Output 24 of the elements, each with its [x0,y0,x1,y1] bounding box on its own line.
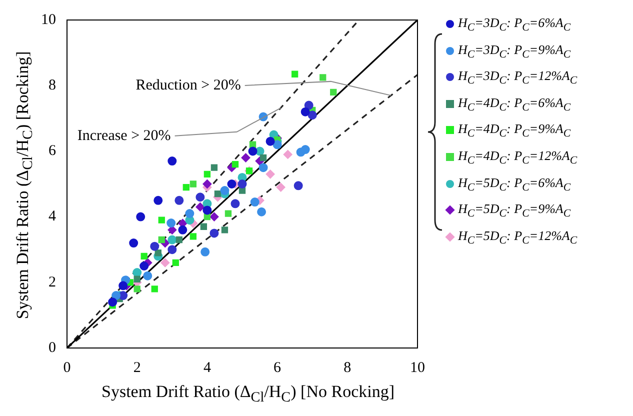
y-tick-label: 8 [48,78,56,94]
x-tick-label: 10 [410,360,425,376]
x-tick-label: 2 [133,360,141,376]
y-tick-label: 0 [48,340,56,356]
legend-label: H$_{C}$=4D$_{C}$: P$_{C}$=6%A$_{C}$ [458,94,571,114]
annotation: Reduction > 20% [136,77,241,94]
y-tick-label: 10 [41,12,56,28]
legend-label: H$_{C}$=3D$_{C}$: P$_{C}$=12%A$_{C}$ [458,68,578,87]
y-tick-label: 2 [48,274,56,290]
legend-label: H$_{C}$=4D$_{C}$: P$_{C}$=12%A$_{C}$ [458,148,578,167]
x-tick-label: 8 [344,360,352,376]
legend-label: H$_{C}$=4D$_{C}$: P$_{C}$=9%A$_{C}$ [458,121,571,140]
legend-label: H$_{C}$=5D$_{C}$: P$_{C}$=12%A$_{C}$ [458,228,578,246]
y-tick-label: 4 [48,208,56,225]
x-tick-label: 4 [203,360,212,376]
legend-label: H$_{C}$=5D$_{C}$: P$_{C}$=6%A$_{C}$ [458,174,571,194]
legend-label: H$_{C}$=3D$_{C}$: P$_{C}$=6%A$_{C}$ [458,15,571,34]
x-axis-title: System Drift Ratio (Δ$_{Cl}$/H$_{C}$) [No Rocking] [100,382,396,406]
y-tick-label: 6 [48,143,56,160]
legend-label: H$_{C}$=3D$_{C}$: P$_{C}$=9%A$_{C}$ [458,42,571,60]
legend-label: H$_{C}$=5D$_{C}$: P$_{C}$=9%A$_{C}$ [458,201,571,220]
x-tick-label: 6 [274,360,282,376]
annotation: Increase > 20% [77,128,171,144]
x-tick-label: 0 [63,360,71,376]
